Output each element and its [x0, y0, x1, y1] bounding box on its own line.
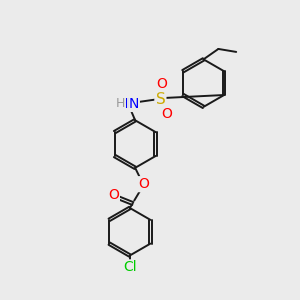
Text: O: O	[157, 77, 167, 91]
Text: N: N	[129, 97, 139, 111]
Text: O: O	[108, 188, 119, 202]
Text: S: S	[155, 92, 165, 107]
Text: O: O	[139, 177, 149, 191]
Text: HN: HN	[117, 97, 138, 111]
Text: H: H	[116, 98, 125, 110]
Text: Cl: Cl	[123, 260, 136, 274]
Text: O: O	[161, 107, 172, 121]
